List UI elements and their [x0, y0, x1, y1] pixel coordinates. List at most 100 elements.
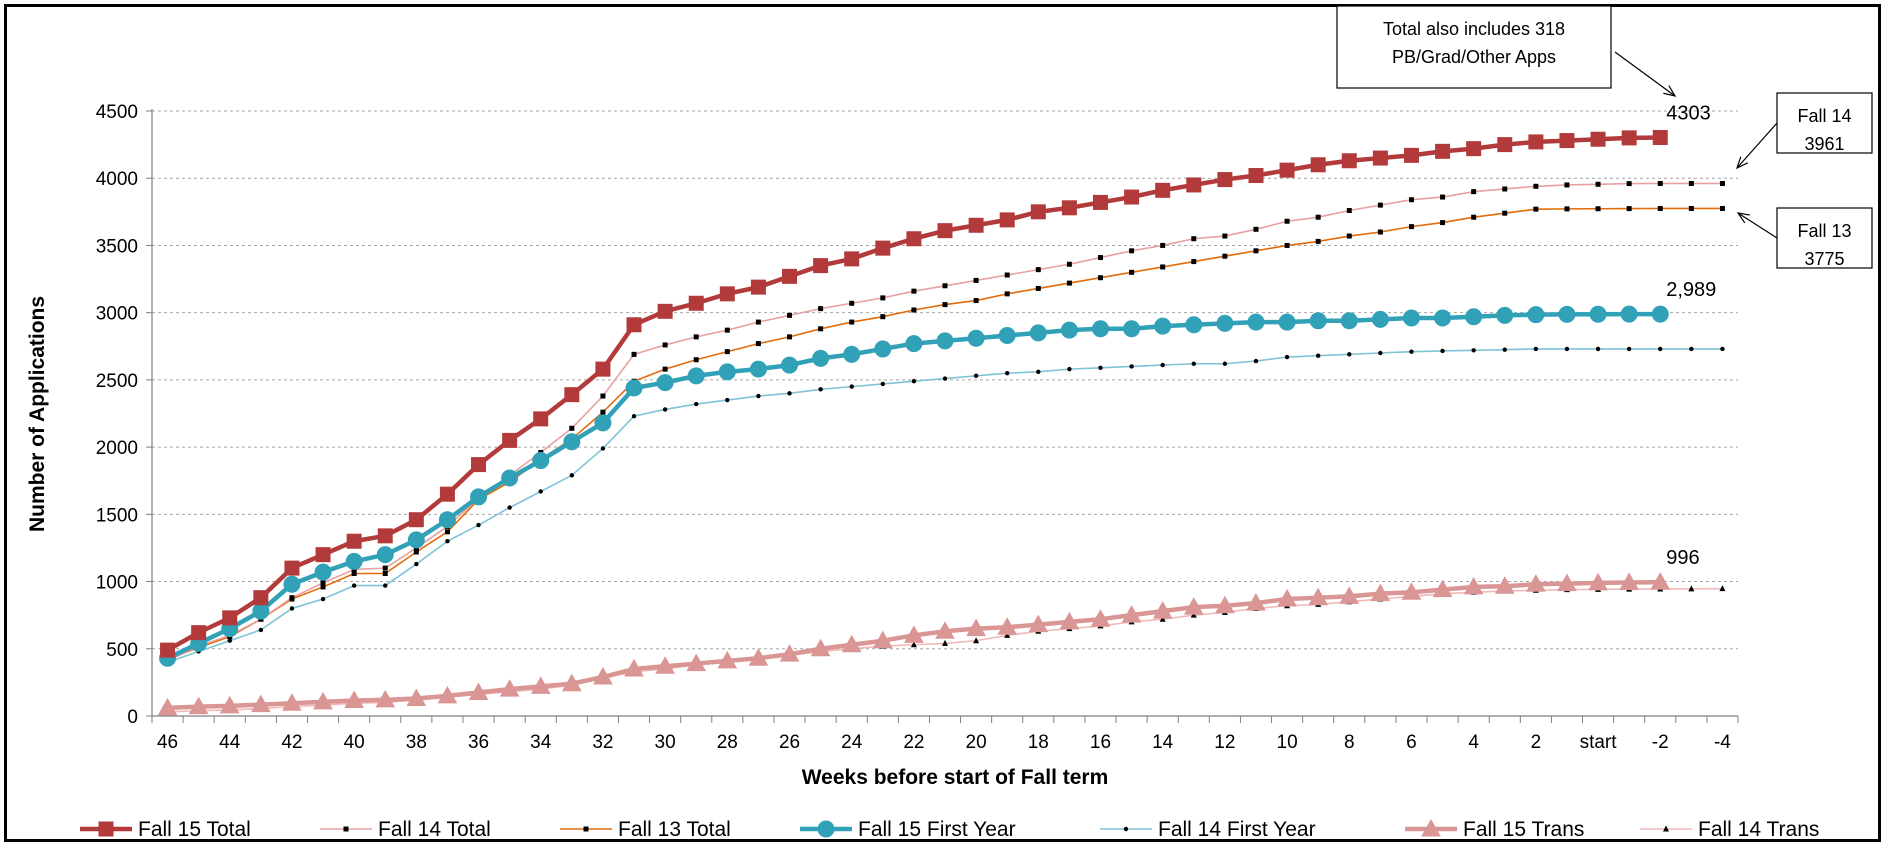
- data-point: [191, 625, 207, 641]
- data-label: 996: [1666, 547, 1699, 569]
- data-point: [1496, 306, 1514, 324]
- data-point: [631, 351, 637, 357]
- data-point: [501, 469, 519, 487]
- data-point: [1340, 312, 1358, 330]
- data-point: [1564, 206, 1570, 212]
- data-point: [1067, 366, 1072, 372]
- legend-item: Fall 13 Total: [560, 818, 731, 841]
- y-axis-title: Number of Applications: [26, 296, 49, 532]
- data-point: [157, 697, 178, 716]
- data-point: [1279, 162, 1295, 178]
- data-point: [749, 360, 767, 378]
- x-tick-label: 6: [1406, 732, 1417, 753]
- data-point: [687, 367, 705, 385]
- legend-item: Fall 14 First Year: [1100, 818, 1316, 841]
- data-point: [1155, 182, 1171, 198]
- data-point: [561, 673, 582, 692]
- data-point: [444, 529, 450, 535]
- data-point: [724, 327, 730, 333]
- data-point: [1688, 205, 1694, 211]
- data-point: [694, 401, 699, 407]
- data-point: [624, 658, 644, 677]
- data-point: [1719, 180, 1725, 186]
- data-point: [1191, 259, 1197, 265]
- data-point: [1308, 587, 1329, 606]
- data-point: [437, 685, 458, 704]
- data-point: [414, 561, 419, 567]
- data-point: [693, 357, 699, 363]
- x-tick-label: 22: [903, 732, 924, 753]
- data-point: [600, 446, 606, 451]
- data-point: [1434, 309, 1452, 327]
- data-point: [905, 335, 923, 353]
- legend-item: Fall 14 Trans: [1640, 818, 1819, 841]
- data-point: [1377, 202, 1383, 208]
- data-point: [1533, 206, 1539, 212]
- data-point: [657, 303, 673, 319]
- data-point: [1284, 354, 1290, 360]
- data-point: [1371, 310, 1389, 328]
- data-point: [880, 381, 886, 387]
- x-tick-label: 30: [655, 732, 676, 753]
- data-point: [1440, 194, 1446, 200]
- data-point: [1090, 609, 1111, 627]
- data-point: [1377, 229, 1383, 235]
- series-line: [166, 311, 1661, 661]
- data-point: [320, 596, 326, 602]
- x-tick-label: 24: [841, 732, 863, 753]
- data-point: [252, 602, 270, 620]
- data-point: [351, 570, 357, 576]
- y-tick-label: 1500: [96, 505, 138, 526]
- data-point: [471, 457, 487, 473]
- data-point: [406, 688, 427, 707]
- x-tick-label: start: [1580, 732, 1618, 753]
- data-point: [499, 679, 520, 697]
- data-point: [967, 329, 985, 347]
- data-point: [1403, 147, 1419, 163]
- data-point: [1471, 214, 1477, 220]
- data-point: [626, 317, 642, 333]
- data-point: [1689, 346, 1694, 352]
- data-point: [1402, 309, 1420, 327]
- data-point: [717, 650, 738, 669]
- data-point: [563, 433, 581, 451]
- data-point: [625, 379, 643, 397]
- data-point: [1222, 361, 1228, 366]
- data-point: [973, 373, 979, 379]
- data-point: [849, 319, 855, 325]
- series-fall-15-first-year: [159, 305, 1669, 667]
- y-tick-label: 3500: [96, 236, 138, 257]
- data-point: [1190, 611, 1197, 618]
- data-point: [656, 374, 674, 392]
- x-tick-label: 40: [344, 732, 365, 753]
- data-point: [1408, 197, 1414, 203]
- data-point: [320, 584, 326, 590]
- callout-arrow-line: [1614, 51, 1676, 97]
- callout-line: Fall 14: [1797, 106, 1851, 126]
- data-point: [1440, 348, 1445, 354]
- data-point: [532, 452, 550, 470]
- data-point: [1129, 364, 1134, 369]
- data-point: [1123, 320, 1141, 338]
- callout-total-note: Total also includes 318 PB/Grad/Other App…: [1336, 5, 1677, 97]
- data-point: [1463, 576, 1484, 595]
- data-label: 4303: [1666, 102, 1711, 124]
- data-point: [1650, 572, 1671, 590]
- data-point: [1315, 238, 1321, 244]
- y-tick-label: 0: [127, 707, 138, 728]
- y-tick-label: 1000: [96, 573, 138, 594]
- data-point: [968, 217, 984, 233]
- data-point: [973, 637, 980, 644]
- data-point: [812, 349, 830, 367]
- x-tick-label: 14: [1152, 732, 1174, 753]
- data-point: [662, 407, 668, 412]
- data-point: [1720, 346, 1725, 352]
- data-point: [1527, 306, 1545, 324]
- data-point: [906, 231, 922, 247]
- data-point: [1557, 573, 1577, 592]
- data-point: [1004, 631, 1011, 638]
- data-point: [1341, 153, 1357, 169]
- data-point: [1185, 316, 1203, 334]
- data-point: [569, 473, 575, 478]
- legend-item: Fall 15 First Year: [800, 818, 1016, 841]
